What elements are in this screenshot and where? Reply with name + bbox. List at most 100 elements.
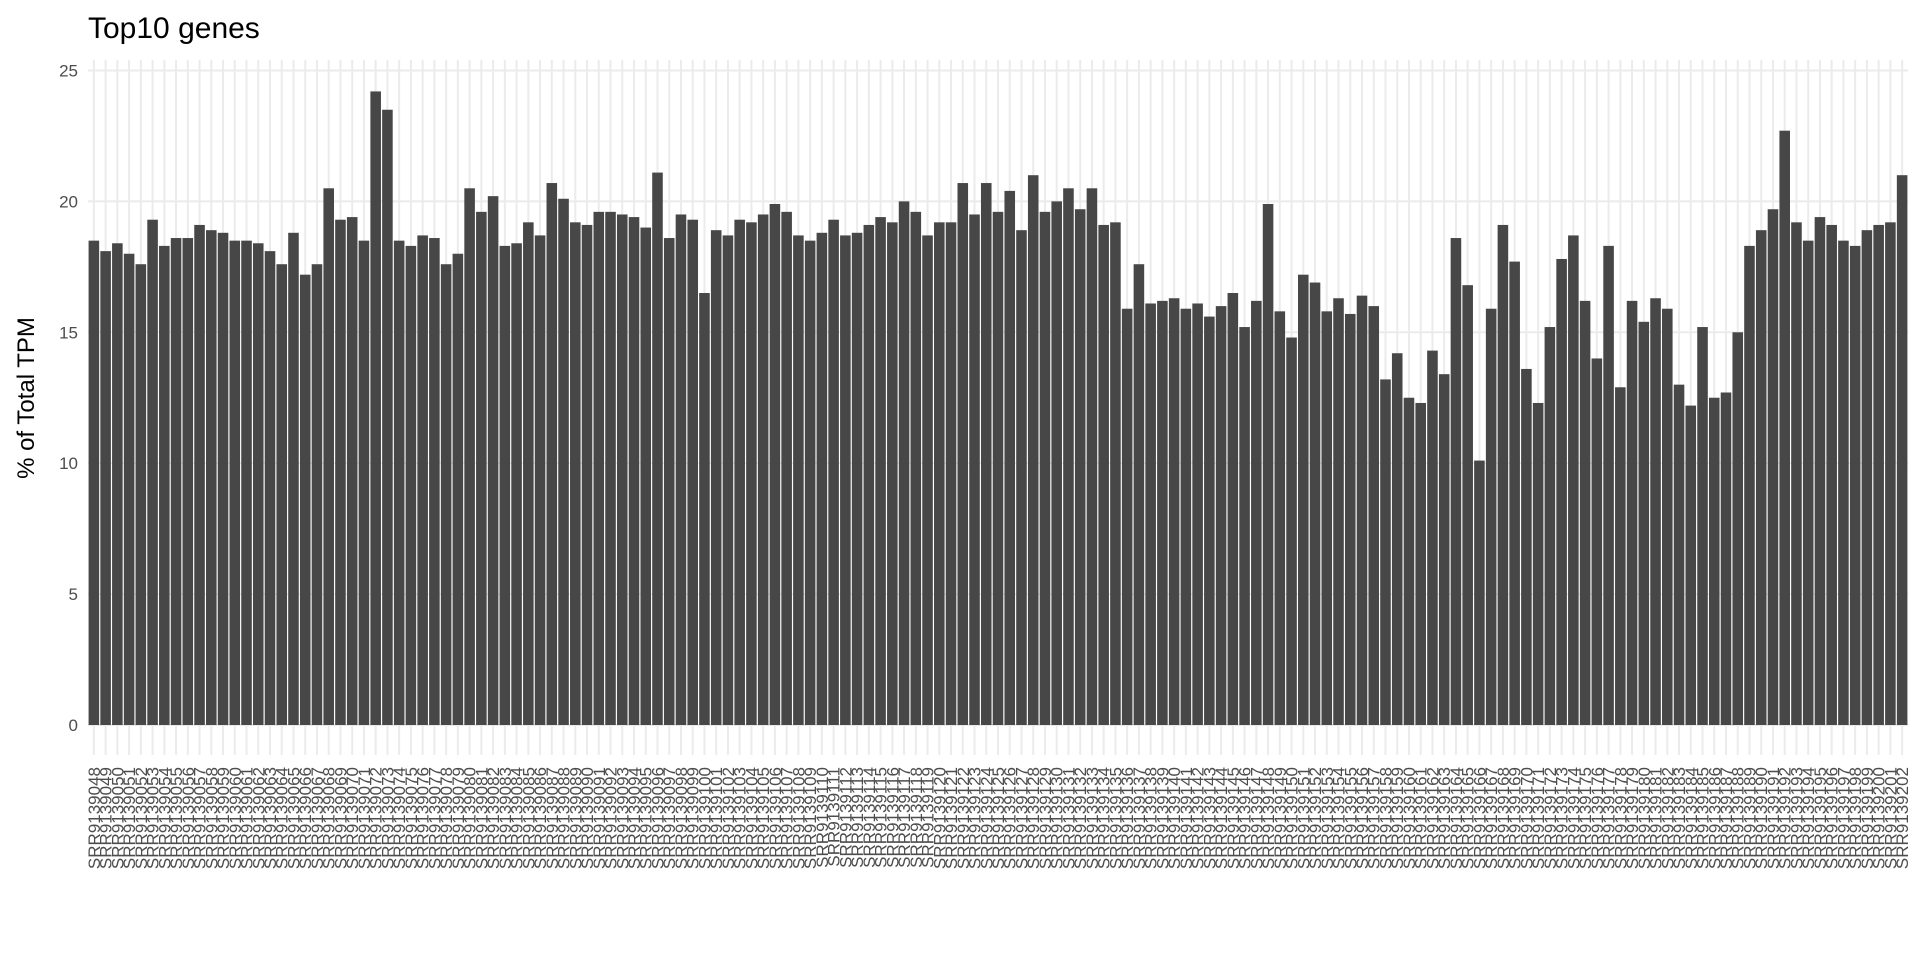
x-tick-label: SRR9139187 [1717,767,1736,869]
x-tick-label: SRR9139139 [1153,767,1172,869]
bar [1192,303,1203,725]
x-tick-label: SRR9139077 [425,767,444,869]
bar [112,243,123,726]
bar [382,109,393,726]
bar [88,240,100,726]
x-tick-label: SRR9139157 [1365,767,1384,869]
bar [710,230,722,725]
bar [1579,300,1591,725]
x-tick-label: SRR9139185 [1694,767,1713,869]
x-tick-label: SRR9139076 [414,767,433,869]
bar [1885,222,1896,726]
bar [1204,316,1215,725]
bar [1227,293,1239,725]
x-tick-label: SRR9139159 [1388,767,1407,869]
bar [640,227,652,725]
x-tick-label: SRR9139147 [1247,767,1266,869]
bar [1474,460,1485,725]
bar [135,264,147,725]
y-tick-label: 10 [59,454,78,473]
x-tick-label: SRR9139168 [1494,767,1513,869]
x-tick-label: SRR9139094 [625,767,644,869]
bar [440,264,452,725]
x-tick-label: SRR9139057 [191,767,210,869]
x-tick-label: SRR9139080 [461,767,480,869]
bar [1063,188,1074,725]
bar [1509,261,1520,725]
bar [1685,405,1697,725]
x-tick-label: SRR9139116 [883,767,902,868]
bar [147,219,158,726]
bar [1720,392,1732,725]
bar [1157,300,1168,725]
x-tick-label: SRR9139071 [355,767,374,869]
x-tick-label: SRR9139191 [1764,767,1783,869]
bar [1568,235,1579,725]
bar [1368,306,1380,725]
x-tick-label: SRR9139113 [848,767,867,868]
bar [370,91,381,726]
y-tick-label: 20 [59,192,78,211]
bar [969,214,980,725]
x-tick-label: SRR9139126 [1001,767,1020,869]
bar [1638,321,1650,725]
x-tick-label: SRR9139165 [1459,767,1478,869]
bar [628,217,640,725]
bar [1356,295,1368,725]
x-tick-label: SRR9139122 [954,767,973,869]
bar [393,240,405,726]
bar [769,203,781,725]
x-tick-label: SRR9139121 [942,767,961,869]
x-tick-label: SRR9139115 [872,767,891,868]
bar [1239,327,1250,725]
x-tick-label: SRR9139167 [1482,767,1501,869]
x-tick-label: SRR9139090 [578,767,597,869]
bar [734,219,745,726]
bar [1497,224,1509,725]
bar [1603,245,1614,725]
bar [804,240,816,726]
x-tick-label: SRR9139145 [1224,767,1243,869]
bar [1286,337,1297,725]
bar [217,232,229,725]
bar [1802,240,1814,726]
bar [1016,230,1027,725]
x-tick-label: SRR9139085 [519,767,538,869]
bar [1004,190,1016,725]
bar [252,243,264,726]
x-tick-label: SRR9139189 [1740,767,1759,869]
bar [722,235,734,725]
bar [1544,327,1556,725]
bar [1791,222,1802,726]
x-tick-label: SRR9139070 [343,767,362,869]
x-tick-label: SRR9139194 [1799,767,1818,869]
x-tick-label: SRR9139058 [202,767,221,869]
labels: 0 5 10 15 20 25 SRR9139048SRR9139049SRR9139050… [59,61,1912,869]
y-axis-title: % of Total TPM [13,317,40,479]
bar [1826,224,1837,725]
x-tick-label: SRR9139081 [472,767,491,869]
bar [663,238,675,725]
x-tick-label: SRR9139066 [296,767,315,869]
bar [1779,130,1790,726]
x-tick-label: SRR9139087 [543,767,562,869]
x-tick-label: SRR9139137 [1130,767,1149,869]
bar [1744,245,1755,725]
x-tick-label: SRR9139119 [919,767,938,868]
x-tick-label: SRR9139183 [1670,767,1689,869]
x-tick-label: SRR9139123 [966,767,985,869]
x-tick-label: SRR9139192 [1776,767,1795,869]
bar [1896,175,1908,726]
bar [182,238,194,725]
bar [487,196,499,726]
x-tick-label: SRR9139125 [989,767,1008,869]
x-tick-label: SRR9139128 [1024,767,1043,869]
bar [1168,298,1180,725]
x-tick-label: SRR9139181 [1647,767,1666,869]
bar [1626,300,1638,725]
bar [816,232,828,725]
bar [1849,245,1861,725]
x-tick-label: SRR9139153 [1318,767,1337,869]
x-tick-label: SRR9139051 [120,767,139,869]
x-tick-label: SRR9139067 [308,767,327,869]
